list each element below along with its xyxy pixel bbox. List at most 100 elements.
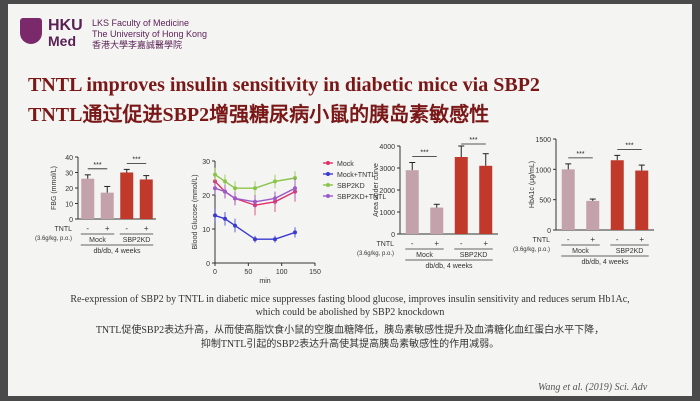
legend-label: SBP2KD+TNTL: [337, 194, 386, 201]
series-point: [213, 172, 217, 177]
treatment-sign: -: [460, 239, 463, 248]
series-point: [273, 237, 277, 242]
series-line: [214, 214, 296, 240]
bar: [454, 157, 468, 234]
treatment-sign: +: [639, 235, 644, 244]
treatment-sign: +: [105, 224, 110, 233]
series-point: [223, 216, 227, 221]
figure-panels: 0 10 20 30 40 FBG (mmol/L) *** *** TNTL (3.6g/kg,…: [35, 137, 654, 285]
treatment-dose-label: (3.6g/kg, p.o.): [357, 251, 394, 257]
caption-en-2: which could be abolished by SBP2 knockdo…: [255, 307, 445, 318]
significance-label: ***: [132, 156, 140, 163]
y-tick-label: 10: [202, 227, 210, 234]
legend-label: Mock+TNTL: [337, 172, 375, 179]
bar: [635, 170, 649, 230]
y-tick-label: 30: [65, 171, 73, 178]
series-point: [253, 186, 257, 191]
series-point: [213, 186, 217, 191]
y-tick-label: 10: [65, 202, 73, 209]
y-tick-label: 1000: [535, 167, 551, 174]
y-tick-label: 30: [202, 159, 210, 166]
treatment-sign: -: [411, 239, 414, 248]
slide-title-zh: TNTL通过促进SBP2增强糖尿病小鼠的胰岛素敏感性: [28, 104, 490, 126]
faculty-line-1: LKS Faculty of Medicine: [92, 18, 190, 28]
treatment-sign: -: [125, 224, 128, 233]
treatment-sign: +: [434, 239, 439, 248]
slide-title-en: TNTL improves insulin sensitivity in dia…: [28, 74, 540, 96]
faculty-line-3: 香港大學李嘉誠醫學院: [92, 40, 183, 50]
bar: [586, 200, 600, 230]
caption-zh-1: TNTL促使SBP2表达升高，从而使高脂饮食小鼠的空腹血糖降低，胰岛素敏感性提升…: [95, 325, 605, 336]
series-point: [253, 199, 257, 204]
series-point: [233, 223, 237, 228]
faculty-line-2: The University of Hong Kong: [92, 29, 208, 39]
presentation-slide: HKU Med LKS Faculty of Medicine The Univ…: [8, 4, 692, 396]
series-point: [293, 230, 297, 235]
significance-label: ***: [469, 137, 477, 144]
y-tick-label: 20: [202, 193, 210, 200]
y-tick-label: 1000: [379, 210, 395, 217]
x-tick-label: 100: [276, 269, 288, 276]
x-tick-label: 50: [244, 269, 252, 276]
series-point: [273, 179, 277, 184]
citation: Wang et al. (2019) Sci. Adv: [538, 382, 648, 393]
hku-crest-icon: [20, 18, 42, 44]
series-line: [214, 180, 296, 206]
group-label: Mock: [416, 252, 433, 259]
y-tick-label: 500: [539, 198, 551, 205]
x-axis-label: min: [259, 278, 270, 285]
y-tick-label: 20: [65, 186, 73, 193]
legend-marker: [326, 194, 330, 198]
y-tick-label: 2000: [379, 188, 395, 195]
series-point: [223, 179, 227, 184]
logo-med: Med: [48, 33, 76, 49]
y-tick-label: 0: [69, 217, 73, 224]
treatment-row-label: TNTL: [377, 241, 395, 248]
significance-label: ***: [420, 150, 428, 157]
bar: [100, 192, 114, 219]
y-axis-label: Blood Glucose (mmol/L): [192, 174, 199, 249]
significance-label: ***: [625, 142, 633, 149]
treatment-row-label: TNTL: [533, 237, 551, 244]
series-point: [293, 186, 297, 191]
logo-hku: HKU: [48, 17, 83, 34]
bar: [561, 169, 575, 230]
bar: [139, 179, 153, 219]
treatment-sign: -: [567, 235, 570, 244]
treatment-row-label: TNTL: [55, 226, 73, 233]
x-tick-label: 150: [309, 269, 321, 276]
treatment-sign: +: [144, 224, 149, 233]
group-label: SBP2KD: [460, 252, 488, 259]
faculty-name: LKS Faculty of Medicine The University o…: [92, 18, 207, 51]
y-axis-label: FBG (mmol/L): [51, 166, 58, 210]
treatment-sign: +: [590, 235, 595, 244]
x-tick-label: 0: [213, 269, 217, 276]
series-point: [233, 186, 237, 191]
legend-marker: [326, 172, 330, 176]
group-label: Mock: [572, 248, 589, 255]
series-point: [253, 237, 257, 242]
series-point: [273, 196, 277, 201]
bar: [610, 160, 624, 230]
treatment-dose-label: (3.6g/kg, p.o.): [35, 236, 72, 242]
caption-zh-2: 抑制TNTL引起的SBP2表达升高使其提高胰岛素敏感性的作用减弱。: [200, 339, 500, 350]
treatment-sign: +: [483, 239, 488, 248]
bar: [81, 178, 95, 219]
y-tick-label: 1500: [535, 137, 551, 144]
series-point: [223, 189, 227, 194]
footer-label: db/db, 4 weeks: [581, 259, 629, 266]
treatment-sign: -: [86, 224, 89, 233]
y-axis-label: Area under curve: [373, 163, 380, 217]
series-line: [214, 174, 296, 189]
series-point: [213, 213, 217, 218]
y-tick-label: 40: [65, 155, 73, 162]
y-axis-label: HbA1c (μg/mL): [529, 161, 536, 208]
y-tick-label: 4000: [379, 144, 395, 151]
group-label: SBP2KD: [616, 248, 644, 255]
significance-label: ***: [576, 151, 584, 158]
group-label: SBP2KD: [123, 237, 151, 244]
bar: [120, 172, 134, 219]
bar: [405, 170, 419, 234]
group-label: Mock: [89, 237, 106, 244]
treatment-sign: -: [616, 235, 619, 244]
